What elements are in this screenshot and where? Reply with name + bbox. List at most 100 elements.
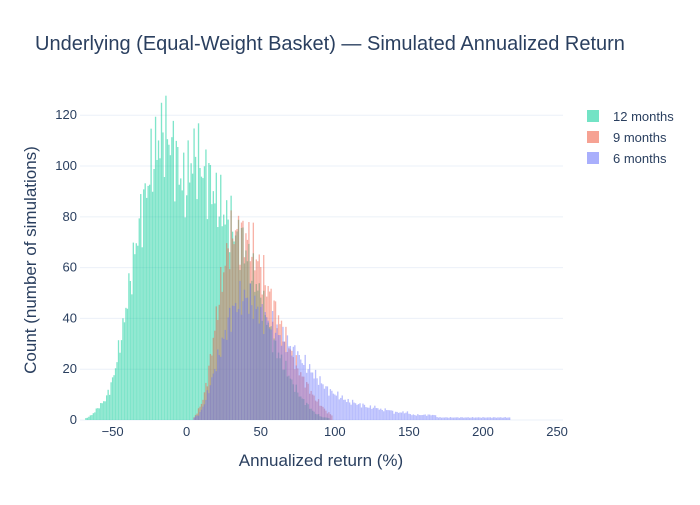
histogram-bar[interactable] bbox=[143, 189, 145, 420]
histogram-bar[interactable] bbox=[218, 216, 220, 420]
histogram-bar[interactable] bbox=[157, 140, 160, 420]
histogram-bar[interactable] bbox=[208, 393, 210, 420]
histogram-bar[interactable] bbox=[271, 352, 274, 420]
histogram-bar[interactable] bbox=[461, 417, 463, 420]
histogram-bar[interactable] bbox=[245, 250, 247, 420]
histogram-bar[interactable] bbox=[356, 404, 358, 420]
histogram-bar[interactable] bbox=[298, 375, 300, 420]
histogram-bar[interactable] bbox=[397, 412, 400, 420]
histogram-bar[interactable] bbox=[153, 168, 155, 420]
histogram-bar[interactable] bbox=[500, 417, 502, 420]
histogram-bar[interactable] bbox=[188, 182, 191, 420]
histogram-bar[interactable] bbox=[215, 172, 217, 420]
histogram-bar[interactable] bbox=[223, 272, 225, 420]
histogram-bar[interactable] bbox=[98, 408, 100, 420]
histogram-bar[interactable] bbox=[209, 164, 212, 420]
histogram-bar[interactable] bbox=[129, 280, 132, 420]
histogram-bar[interactable] bbox=[193, 417, 195, 420]
histogram-bar[interactable] bbox=[374, 405, 376, 420]
histogram-bar[interactable] bbox=[211, 355, 213, 420]
legend-item[interactable]: 9 months bbox=[587, 130, 667, 145]
histogram-bar[interactable] bbox=[277, 335, 280, 420]
histogram-bar[interactable] bbox=[283, 341, 286, 420]
histogram-bar[interactable] bbox=[286, 351, 289, 420]
histogram-bar[interactable] bbox=[279, 324, 281, 420]
histogram-bar[interactable] bbox=[491, 417, 493, 420]
histogram-bar[interactable] bbox=[440, 417, 443, 420]
histogram-bar[interactable] bbox=[283, 369, 286, 420]
histogram-bar[interactable] bbox=[226, 200, 228, 420]
histogram-bar[interactable] bbox=[214, 369, 216, 420]
histogram-bar[interactable] bbox=[323, 388, 326, 420]
histogram-bar[interactable] bbox=[236, 312, 238, 420]
histogram-bar[interactable] bbox=[231, 231, 234, 420]
histogram-bar[interactable] bbox=[202, 406, 204, 420]
histogram-bar[interactable] bbox=[443, 417, 446, 420]
histogram-bar[interactable] bbox=[428, 414, 431, 420]
histogram-bar[interactable] bbox=[193, 128, 195, 420]
histogram-bar[interactable] bbox=[254, 295, 256, 420]
histogram-bar[interactable] bbox=[163, 177, 166, 420]
histogram-bar[interactable] bbox=[280, 354, 283, 420]
histogram-bar[interactable] bbox=[245, 233, 247, 420]
histogram-bar[interactable] bbox=[279, 358, 281, 420]
histogram-bar[interactable] bbox=[400, 412, 403, 420]
histogram-bar[interactable] bbox=[467, 417, 469, 420]
histogram-bar[interactable] bbox=[405, 412, 407, 420]
histogram-bar[interactable] bbox=[303, 399, 305, 420]
histogram-bar[interactable] bbox=[217, 227, 219, 420]
histogram-bar[interactable] bbox=[360, 407, 363, 420]
histogram-bar[interactable] bbox=[246, 239, 249, 420]
histogram-bar[interactable] bbox=[123, 322, 126, 420]
histogram-bar[interactable] bbox=[273, 340, 275, 420]
histogram-bar[interactable] bbox=[103, 401, 105, 420]
histogram-bar[interactable] bbox=[114, 368, 117, 420]
histogram-bar[interactable] bbox=[294, 369, 296, 420]
histogram-bar[interactable] bbox=[266, 296, 268, 420]
histogram-bar[interactable] bbox=[249, 283, 252, 420]
histogram-bar[interactable] bbox=[169, 155, 172, 420]
histogram-bar[interactable] bbox=[243, 257, 246, 420]
histogram-bar[interactable] bbox=[194, 414, 197, 420]
histogram-bar[interactable] bbox=[107, 389, 109, 420]
histogram-bar[interactable] bbox=[270, 329, 272, 420]
histogram-bar[interactable] bbox=[494, 417, 496, 420]
histogram-bar[interactable] bbox=[326, 386, 329, 420]
histogram-bar[interactable] bbox=[348, 402, 351, 420]
histogram-bar[interactable] bbox=[377, 408, 379, 420]
histogram-bar[interactable] bbox=[457, 417, 459, 420]
histogram-bar[interactable] bbox=[365, 407, 367, 420]
histogram-bar[interactable] bbox=[426, 415, 428, 420]
histogram-bar[interactable] bbox=[106, 395, 108, 420]
histogram-bar[interactable] bbox=[197, 415, 200, 420]
histogram-bar[interactable] bbox=[406, 411, 409, 420]
histogram-bar[interactable] bbox=[181, 190, 183, 420]
histogram-bar[interactable] bbox=[243, 289, 246, 420]
histogram-bar[interactable] bbox=[433, 415, 435, 420]
histogram-bar[interactable] bbox=[186, 195, 188, 420]
histogram-bar[interactable] bbox=[218, 304, 220, 420]
histogram-bar[interactable] bbox=[249, 261, 252, 420]
histogram-bar[interactable] bbox=[446, 417, 449, 420]
histogram-bar[interactable] bbox=[306, 372, 308, 420]
histogram-bar[interactable] bbox=[255, 309, 257, 420]
histogram-bar[interactable] bbox=[399, 412, 401, 420]
histogram-bar[interactable] bbox=[257, 306, 259, 420]
histogram-bar[interactable] bbox=[282, 326, 284, 420]
histogram-bar[interactable] bbox=[319, 416, 321, 420]
histogram-bar[interactable] bbox=[97, 408, 99, 420]
histogram-bar[interactable] bbox=[314, 400, 317, 420]
histogram-bar[interactable] bbox=[211, 204, 213, 420]
histogram-bar[interactable] bbox=[228, 269, 231, 420]
histogram-bar[interactable] bbox=[423, 414, 425, 420]
histogram-bar[interactable] bbox=[304, 387, 306, 420]
histogram-bar[interactable] bbox=[304, 354, 306, 420]
histogram-bar[interactable] bbox=[301, 376, 303, 420]
histogram-bar[interactable] bbox=[175, 140, 177, 420]
histogram-bar[interactable] bbox=[297, 392, 299, 420]
histogram-bar[interactable] bbox=[206, 390, 209, 420]
histogram-bar[interactable] bbox=[320, 416, 323, 420]
histogram-bar[interactable] bbox=[375, 408, 377, 420]
histogram-bar[interactable] bbox=[325, 417, 327, 420]
histogram-bar[interactable] bbox=[276, 358, 278, 420]
